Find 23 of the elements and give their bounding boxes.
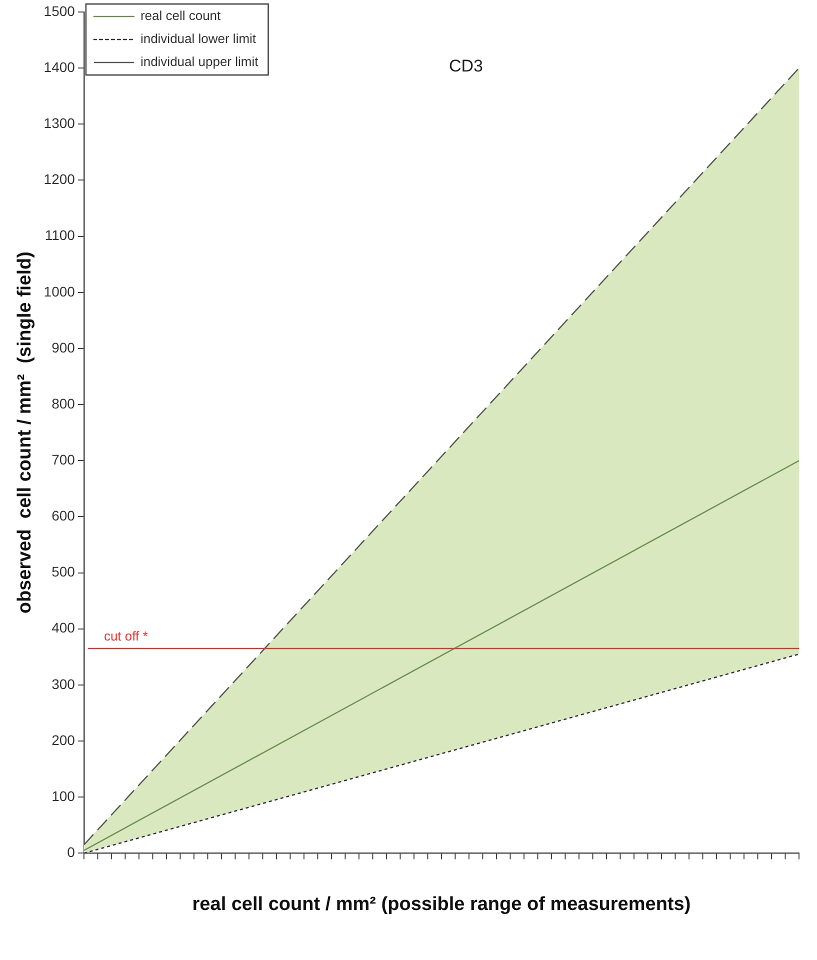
y-tick-label: 1300 (44, 115, 76, 132)
y-tick-label: 1500 (44, 2, 76, 19)
y-tick-label: 1200 (44, 171, 76, 188)
legend-label: individual upper limit (140, 54, 259, 70)
y-tick-label: 100 (52, 788, 76, 804)
y-tick-label: 1000 (44, 283, 76, 300)
y-axis-title: observed cell count / mm² (single field) (14, 252, 36, 614)
legend-label: individual lower limit (140, 31, 256, 46)
y-tick-label: 200 (52, 732, 76, 748)
y-tick-label: 800 (52, 395, 76, 412)
y-tick-label: 0 (67, 844, 76, 860)
ref-line-label: cut off * (104, 628, 148, 644)
y-tick-label: 500 (52, 564, 76, 580)
x-axis-title: real cell count / mm² (possible range of measurements) (192, 894, 691, 915)
legend-label: real cell count (140, 8, 222, 24)
y-tick-label: 1100 (44, 227, 76, 244)
y-tick-label: 300 (52, 676, 76, 692)
y-tick-label: 700 (52, 452, 76, 468)
y-tick-label: 600 (52, 508, 76, 524)
y-tick-label: 1400 (44, 58, 76, 75)
y-tick-label: 900 (52, 339, 76, 356)
annotation: CD3 (448, 56, 483, 76)
y-tick-label: 400 (52, 620, 76, 636)
